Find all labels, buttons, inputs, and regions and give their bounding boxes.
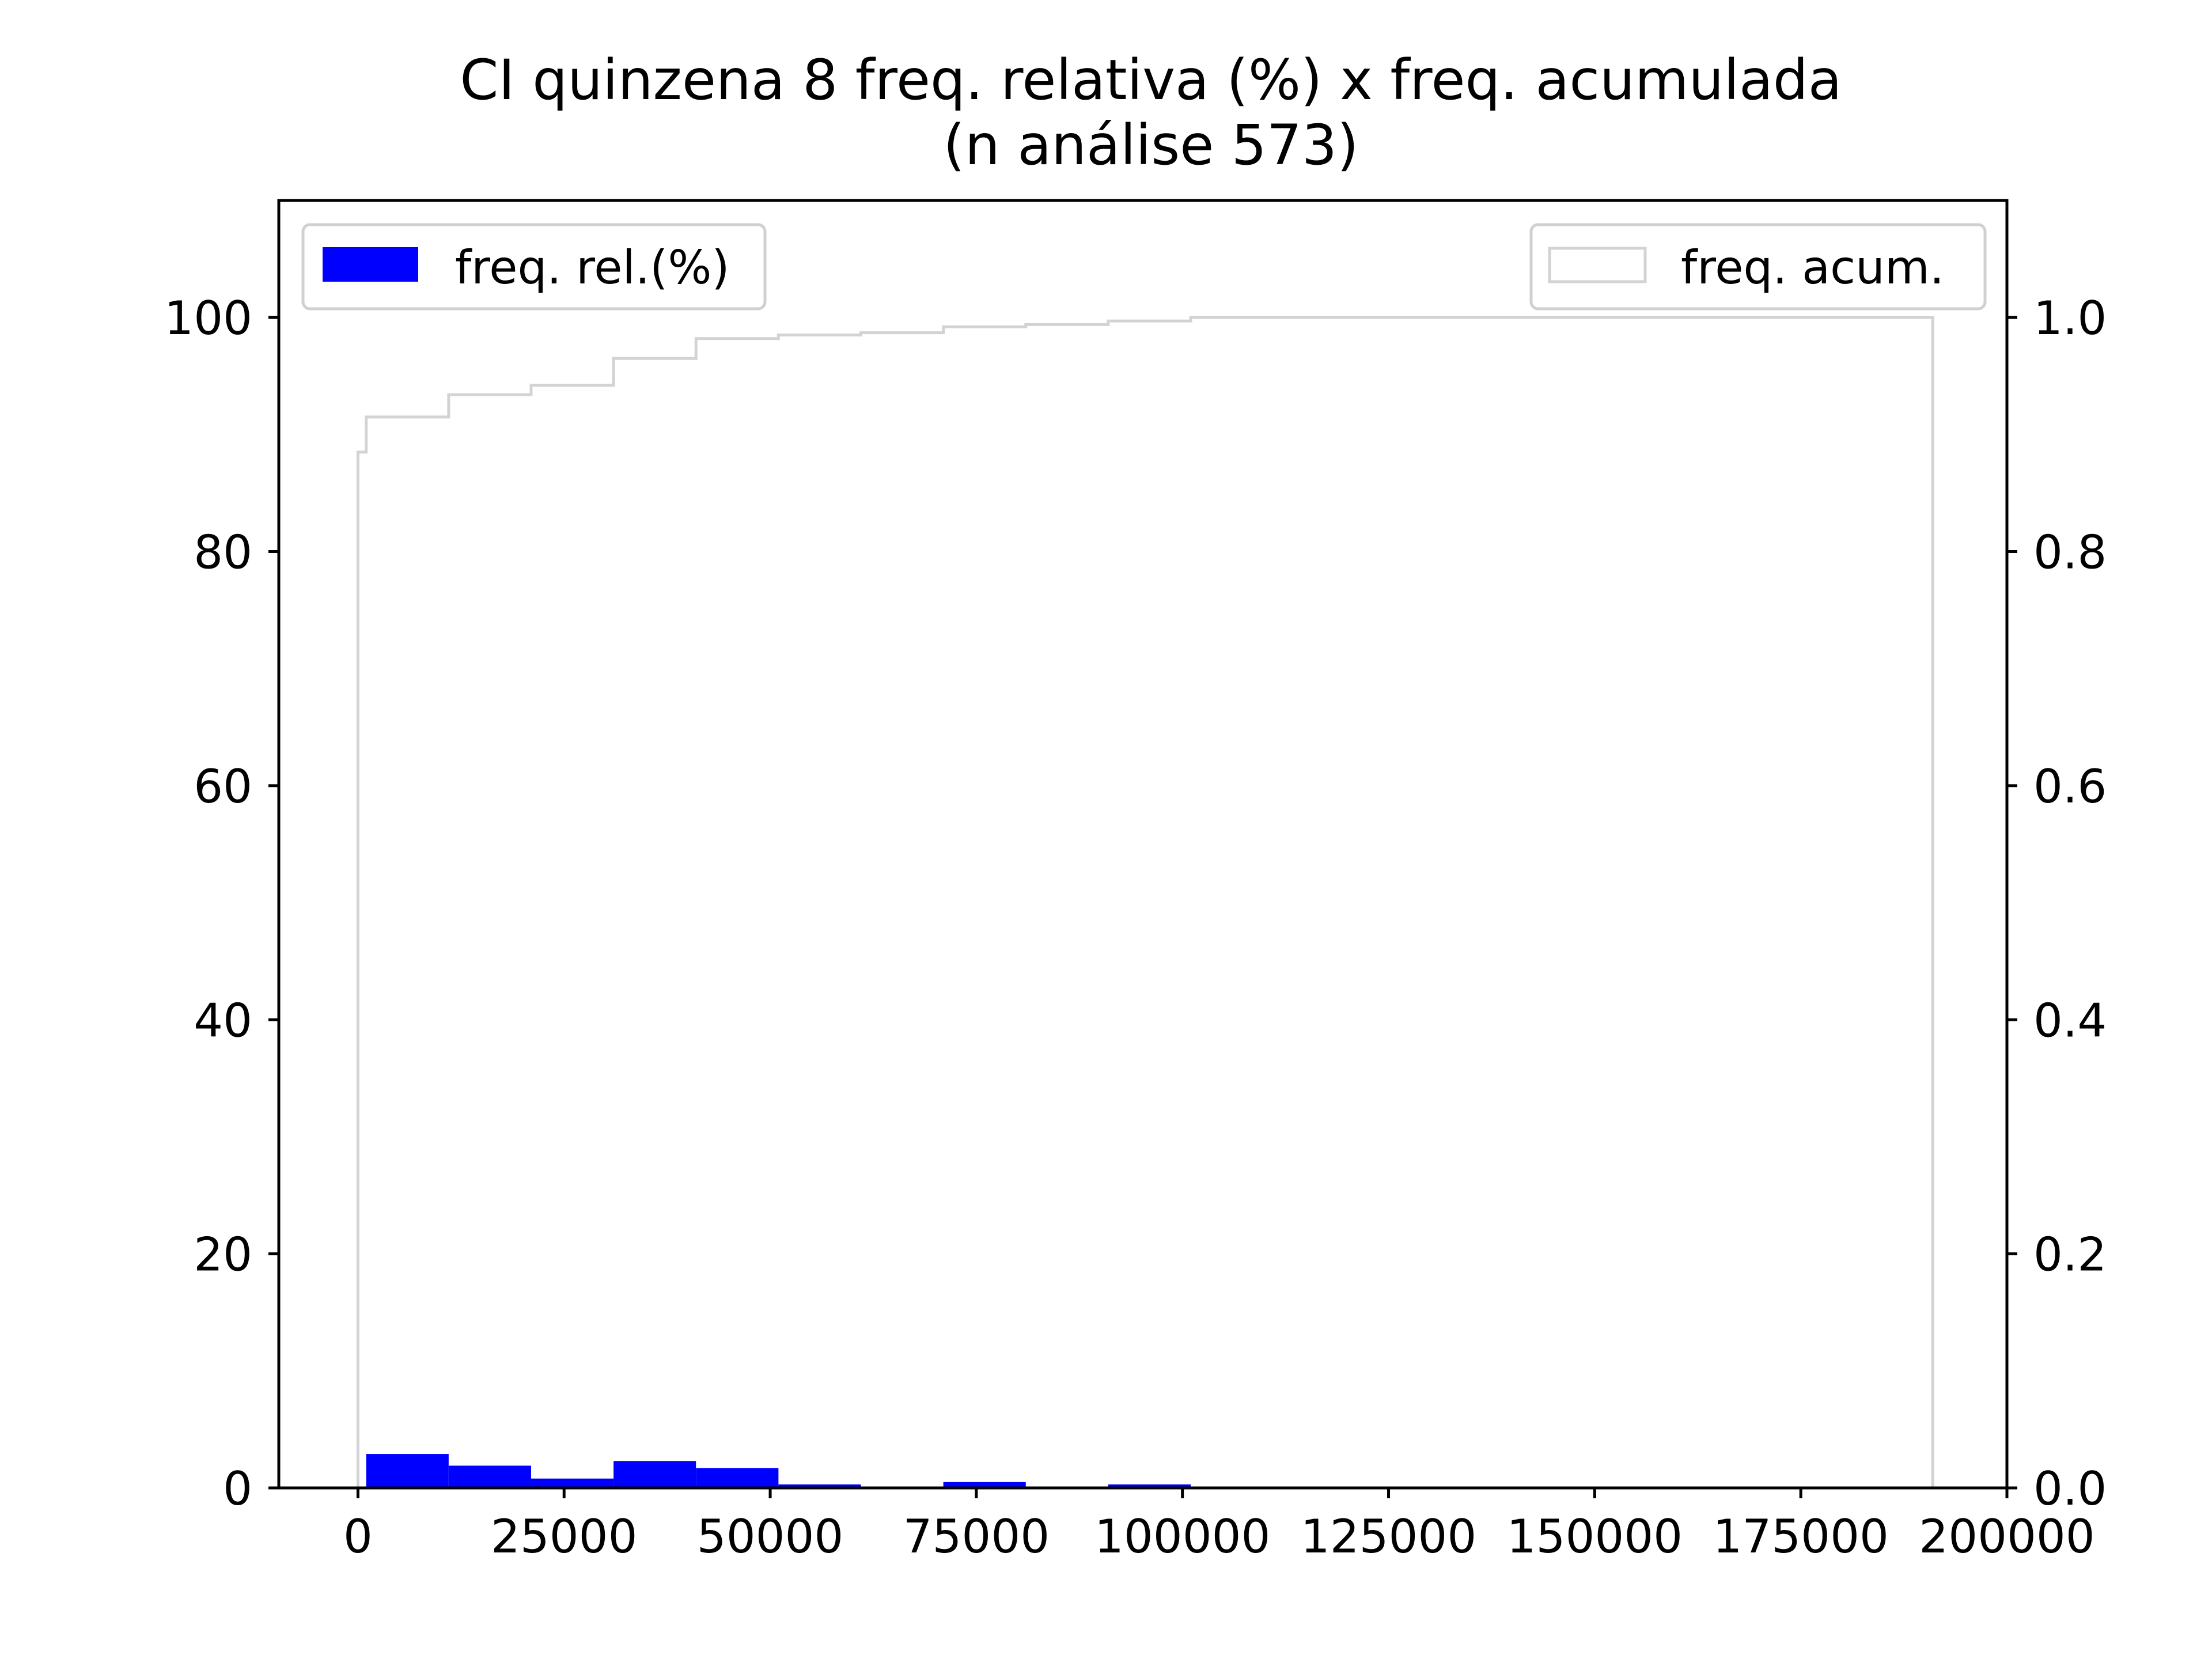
y2-tick-label-3: 0.6 xyxy=(2033,760,2107,813)
bar-bin-0 xyxy=(366,1454,449,1488)
y2-tick-label-1: 0.2 xyxy=(2033,1228,2107,1282)
legend-freq-rel-box xyxy=(301,223,767,310)
chart-subtitle: (n análise 573) xyxy=(944,113,1359,177)
y-tick-label-2: 40 xyxy=(194,994,252,1047)
x-tick-label-3: 75000 xyxy=(903,1510,1050,1563)
x-tick-label-8: 200000 xyxy=(1919,1510,2094,1563)
y2-tick-label-4: 0.8 xyxy=(2033,526,2107,579)
legend-freq-acum-box xyxy=(1529,223,1987,310)
legend-freq-rel-swatch xyxy=(323,247,418,282)
x-tick-label-1: 25000 xyxy=(491,1510,638,1563)
cumulative-step-line xyxy=(356,316,1934,1488)
y-tick-label-4: 80 xyxy=(194,526,252,579)
bar-bin-2 xyxy=(531,1478,614,1488)
y-tick-label-1: 20 xyxy=(194,1228,252,1282)
chart-title: CI quinzena 8 freq. relativa (%) x freq.… xyxy=(460,48,1842,112)
cumulative-step-layer xyxy=(356,316,1934,1488)
legend-freq-acum-swatch xyxy=(1548,247,1647,283)
plot-area-frame xyxy=(277,199,2009,1490)
y-tick-label-0: 0 xyxy=(223,1462,252,1516)
x-tick-label-5: 125000 xyxy=(1301,1510,1476,1563)
y2-tick-label-5: 1.0 xyxy=(2033,291,2107,345)
x-tick-label-6: 150000 xyxy=(1507,1510,1683,1563)
y-axis-left: 0 20 40 60 80 100 xyxy=(164,291,279,1516)
x-axis: 0 25000 50000 75000 100000 125000 150000 175000… xyxy=(343,1488,2095,1563)
legend-freq-rel: freq. rel.(%) xyxy=(301,223,767,310)
x-tick-label-7: 175000 xyxy=(1713,1510,1888,1563)
bar-bin-5 xyxy=(778,1484,861,1488)
x-tick-label-4: 100000 xyxy=(1094,1510,1270,1563)
bar-bin-7 xyxy=(943,1482,1026,1488)
x-tick-label-0: 0 xyxy=(343,1510,373,1563)
y-tick-label-5: 100 xyxy=(164,291,252,345)
y-tick-label-3: 60 xyxy=(194,760,252,813)
bar-layer xyxy=(366,1454,1191,1488)
legend-freq-rel-label: freq. rel.(%) xyxy=(455,241,730,294)
bar-bin-4 xyxy=(696,1468,779,1488)
y2-tick-label-0: 0.0 xyxy=(2033,1462,2107,1516)
legend-freq-acum-label: freq. acum. xyxy=(1681,241,1944,294)
y-axis-right: 0.0 0.2 0.4 0.6 0.8 1.0 xyxy=(2007,291,2107,1516)
y2-tick-label-2: 0.4 xyxy=(2033,994,2107,1047)
legend-freq-acum: freq. acum. xyxy=(1529,223,1987,310)
bar-bin-9 xyxy=(1108,1484,1191,1488)
bar-bin-1 xyxy=(448,1465,531,1488)
x-tick-label-2: 50000 xyxy=(697,1510,844,1563)
bar-bin-3 xyxy=(613,1461,696,1488)
